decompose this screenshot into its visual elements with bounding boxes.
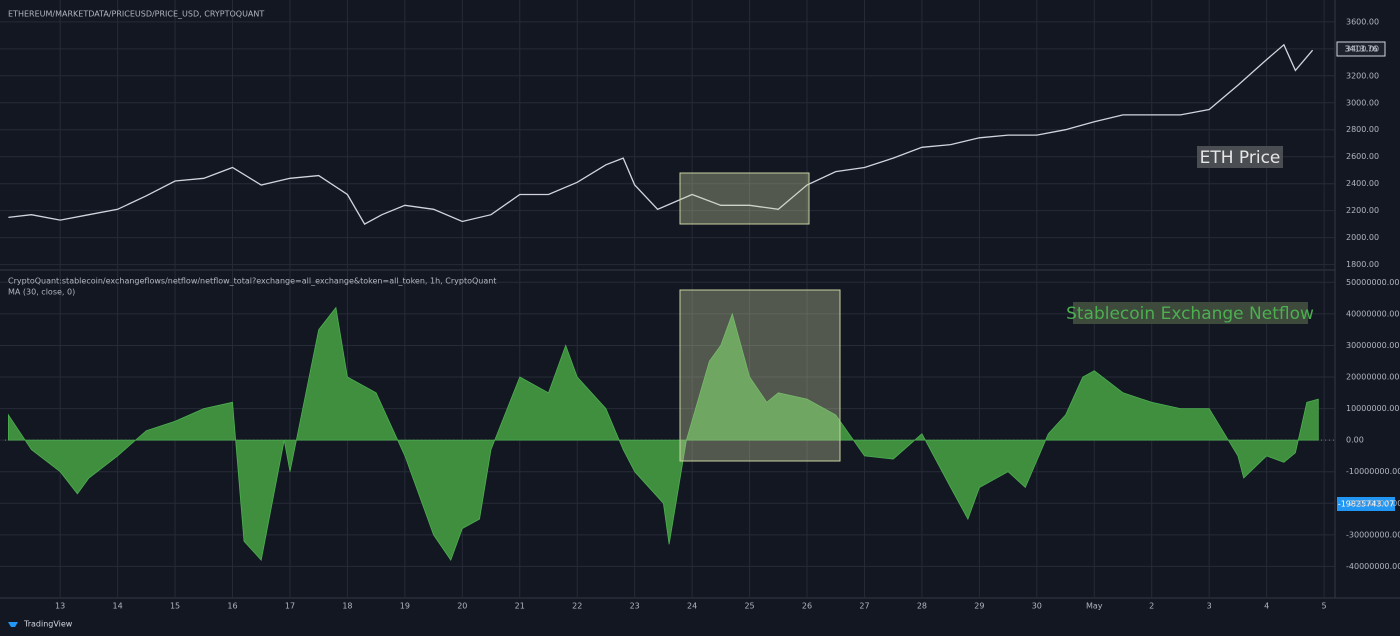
x-tick-label: 25 — [744, 602, 754, 611]
x-tick-label: 27 — [859, 602, 869, 611]
x-tick-label: 24 — [687, 602, 697, 611]
y-tick-label: 10000000.00 — [1346, 404, 1399, 413]
price-series-title: ETHEREUM/MARKETDATA/PRICEUSD/PRICE_USD, … — [8, 10, 264, 19]
y-tick-label: 3600.00 — [1346, 17, 1379, 26]
tradingview-logo — [8, 622, 18, 627]
x-tick-label: 21 — [515, 602, 525, 611]
price-annotation: ETH Price — [1200, 148, 1281, 168]
netflow-annotation: Stablecoin Exchange Netflow — [1066, 304, 1314, 324]
y-tick-label: 3000.00 — [1346, 98, 1379, 107]
x-tick-label: 29 — [974, 602, 984, 611]
y-tick-label: 1800.00 — [1346, 260, 1379, 269]
annotation-box — [1197, 146, 1283, 168]
last-netflow-badge — [1337, 497, 1395, 511]
highlight-box — [679, 172, 810, 225]
y-tick-label: 40000000.00 — [1346, 309, 1399, 318]
netflow-series-title: CryptoQuant:stablecoin/exchangeflows/net… — [8, 277, 496, 286]
y-tick-label: -30000000.00 — [1346, 530, 1400, 539]
x-tick-label: 14 — [113, 602, 123, 611]
y-tick-label: 0.00 — [1346, 436, 1364, 445]
y-tick-label: 2000.00 — [1346, 233, 1379, 242]
annotation-box — [1073, 302, 1308, 324]
y-tick-label: 3200.00 — [1346, 71, 1379, 80]
x-tick-label: 19 — [400, 602, 410, 611]
x-tick-label: 2 — [1149, 602, 1154, 611]
y-tick-label: 3400.00 — [1346, 44, 1379, 53]
x-tick-label: 28 — [917, 602, 927, 611]
y-tick-label: -10000000.00 — [1346, 467, 1400, 476]
y-tick-label: 2200.00 — [1346, 206, 1379, 215]
y-tick-label: 2400.00 — [1346, 179, 1379, 188]
last-netflow-label: -19825743.07 — [1338, 500, 1394, 509]
x-tick-label: 17 — [285, 602, 295, 611]
x-tick-label: 5 — [1322, 602, 1327, 611]
highlight-box — [679, 289, 841, 462]
mark-layer — [5, 43, 1335, 561]
netflow-area — [8, 306, 1319, 561]
x-tick-label: 30 — [1032, 602, 1042, 611]
y-tick-label: 30000000.00 — [1346, 341, 1399, 350]
last-price-label: 3413.76 — [1344, 45, 1377, 54]
x-tick-label: 4 — [1264, 602, 1269, 611]
y-tick-label: 2800.00 — [1346, 125, 1379, 134]
y-tick-label: -20000000.00 — [1346, 499, 1400, 508]
y-tick-label: 20000000.00 — [1346, 373, 1399, 382]
x-tick-label: 16 — [227, 602, 237, 611]
x-tick-label: May — [1086, 602, 1103, 611]
ma-indicator-title: MA (30, close, 0) — [8, 288, 75, 297]
last-price-badge — [1336, 41, 1386, 57]
footer-brand: TradingView — [23, 620, 73, 629]
x-tick-label: 23 — [630, 602, 640, 611]
y-tick-label: 50000000.00 — [1346, 278, 1399, 287]
y-tick-label: 2600.00 — [1346, 152, 1379, 161]
x-tick-label: 15 — [170, 602, 180, 611]
x-tick-label: 3 — [1207, 602, 1212, 611]
price-line — [8, 43, 1314, 225]
x-tick-label: 26 — [802, 602, 812, 611]
y-tick-label: -40000000.00 — [1346, 562, 1400, 571]
x-tick-label: 13 — [55, 602, 65, 611]
x-tick-label: 18 — [342, 602, 352, 611]
x-tick-label: 20 — [457, 602, 467, 611]
x-tick-label: 22 — [572, 602, 582, 611]
